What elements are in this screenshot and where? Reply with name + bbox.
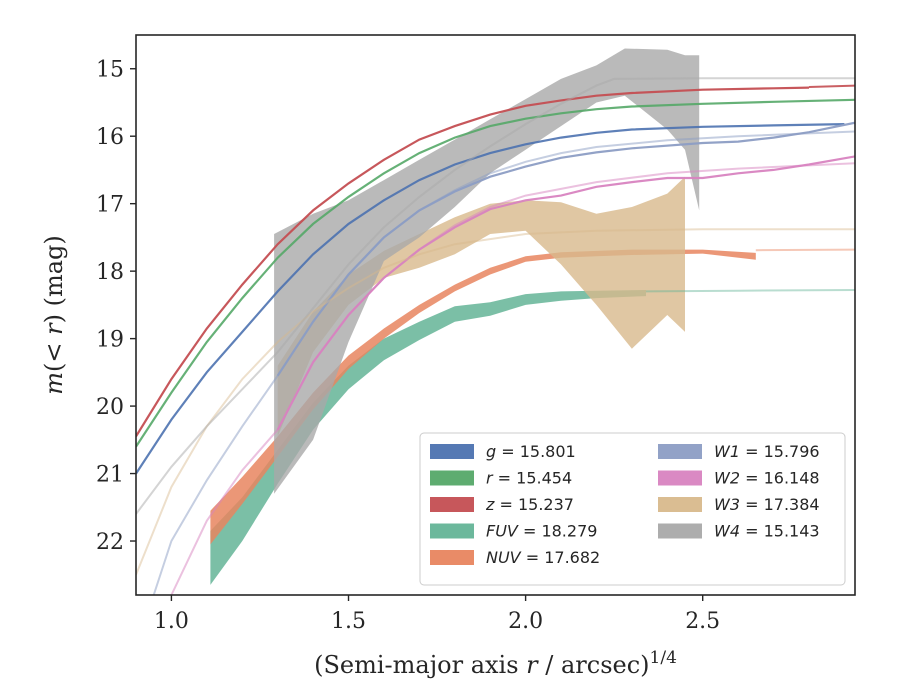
legend-item-fuv: FUV = 18.279 [430, 522, 597, 541]
legend-item-z: z = 15.237 [430, 495, 574, 514]
series-w1-line [276, 121, 855, 377]
legend-label: NUV = 17.682 [486, 548, 600, 567]
x-tick-label: 1.5 [331, 609, 366, 634]
legend-swatch [658, 470, 702, 486]
x-tick-label: 1.0 [154, 609, 189, 634]
y-tick-label: 17 [96, 193, 124, 218]
y-tick-label: 18 [96, 260, 124, 285]
plot-frame [135, 34, 856, 596]
legend-swatch [430, 470, 474, 486]
legend-swatch [430, 497, 474, 512]
y-tick-label: 19 [96, 328, 124, 353]
y-tick-label: 21 [96, 463, 124, 488]
legend-item-w3: W3 = 17.384 [658, 495, 820, 514]
legend-swatch [658, 444, 702, 459]
x-axis-label: (Semi-major axis r / arcsec)1/4 [314, 648, 677, 679]
ticks-layer: 1.0 1.5 2.0 2.5 15 16 17 18 19 20 21 22 [96, 58, 720, 634]
x-tick-label: 2.5 [685, 609, 720, 634]
legend-label: r = 15.454 [486, 469, 572, 488]
legend-label: FUV = 18.279 [486, 522, 597, 541]
bands-layer [210, 48, 756, 585]
legend-box [419, 432, 846, 586]
x-tick-label: 2.0 [508, 609, 543, 634]
legend-item-nuv: NUV = 17.682 [430, 548, 600, 567]
y-tick-label: 16 [96, 125, 124, 150]
legend-label: W1 = 15.796 [714, 442, 820, 461]
legend-swatch [430, 550, 474, 565]
series-z-line [136, 86, 810, 437]
legend-item-g: g = 15.801 [430, 442, 576, 461]
legend-label: W4 = 15.143 [714, 522, 820, 541]
legend-label: g = 15.801 [486, 442, 576, 461]
legend-label: W2 = 16.148 [714, 469, 820, 488]
legend-swatch [430, 523, 474, 539]
y-axis-label: m(< r) (mag) [40, 235, 68, 395]
legend-item-w2: W2 = 16.148 [658, 469, 820, 488]
y-tick-label: 20 [96, 395, 124, 420]
series-w3-extrapolation [136, 228, 855, 576]
legend-swatch [430, 444, 474, 459]
legend-swatch [658, 497, 702, 512]
series-fuv-extrapolation [645, 289, 855, 293]
series-w3-band [277, 176, 685, 437]
series-z-extrapolation [808, 84, 855, 88]
y-tick-label: 22 [96, 530, 124, 555]
series-w2-line [276, 155, 855, 431]
series-r-line [136, 98, 855, 448]
y-tick-label: 15 [96, 58, 124, 83]
lines-layer [136, 77, 855, 595]
series-w4-extrapolation [136, 77, 855, 515]
series-w4-band [274, 48, 700, 494]
series-g-line [136, 123, 845, 475]
legend-item-w1: W1 = 15.796 [658, 442, 820, 461]
series-nuv-extrapolation [755, 248, 855, 252]
legend-swatch [658, 523, 702, 539]
legend-item-w4: W4 = 15.143 [658, 522, 820, 541]
legend-label: z = 15.237 [485, 495, 574, 514]
legend-label: W3 = 17.384 [714, 495, 820, 514]
legend-item-r: r = 15.454 [430, 469, 572, 488]
legend: g = 15.801 r = 15.454 z = 15.237 FUV = 18.2… [419, 432, 846, 586]
